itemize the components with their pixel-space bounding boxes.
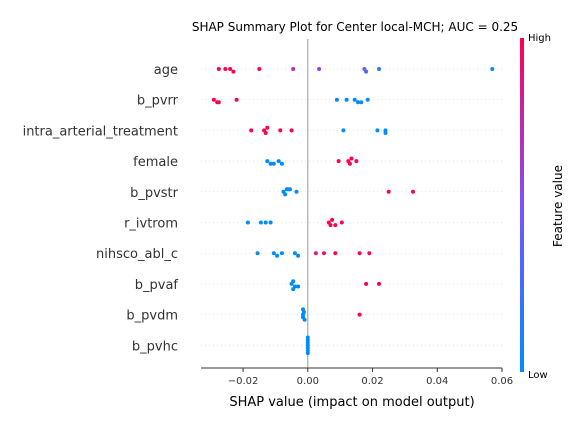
data-point-female-5 bbox=[336, 159, 341, 164]
data-point-b_pvrr-8 bbox=[359, 100, 364, 105]
data-point-b_pvhc-6 bbox=[305, 335, 310, 340]
data-point-b_pvstr-6 bbox=[386, 189, 391, 194]
feature-label-b_pvaf: b_pvaf bbox=[135, 278, 179, 293]
data-point-female-0 bbox=[265, 159, 270, 164]
data-point-female-4 bbox=[279, 161, 284, 166]
data-point-b_pvhc-5 bbox=[305, 351, 310, 356]
data-point-intra_arterial_treatment-6 bbox=[341, 128, 346, 133]
data-point-r_ivtrom-2 bbox=[263, 220, 268, 225]
data-point-nihsco_abl_c-3 bbox=[279, 251, 284, 256]
data-point-r_ivtrom-8 bbox=[339, 220, 344, 225]
colorbar bbox=[520, 38, 524, 372]
x-tick-label-0: −0.02 bbox=[228, 376, 259, 387]
data-point-nihsco_abl_c-0 bbox=[255, 251, 260, 256]
data-point-r_ivtrom-0 bbox=[245, 220, 250, 225]
data-point-nihsco_abl_c-9 bbox=[357, 251, 362, 256]
data-point-age-3 bbox=[231, 69, 236, 74]
data-point-r_ivtrom-5 bbox=[328, 223, 333, 228]
data-point-female-1 bbox=[268, 161, 273, 166]
data-point-nihsco_abl_c-4 bbox=[292, 251, 297, 256]
feature-label-b_pvdm: b_pvdm bbox=[126, 309, 178, 324]
data-point-b_pvaf-5 bbox=[364, 281, 369, 286]
data-point-intra_arterial_treatment-4 bbox=[278, 128, 283, 133]
data-point-b_pvaf-4 bbox=[291, 287, 296, 292]
data-point-b_pvrr-5 bbox=[344, 97, 349, 102]
x-tick-label-1: 0.00 bbox=[297, 376, 319, 387]
data-point-r_ivtrom-6 bbox=[330, 217, 335, 222]
feature-label-nihsco_abl_c: nihsco_abl_c bbox=[96, 247, 178, 262]
colorbar-high-label: High bbox=[528, 33, 551, 44]
feature-label-r_ivtrom: r_ivtrom bbox=[124, 217, 178, 232]
data-point-intra_arterial_treatment-9 bbox=[383, 131, 388, 135]
data-point-female-7 bbox=[347, 161, 352, 166]
data-point-age-10 bbox=[490, 67, 495, 71]
data-point-age-5 bbox=[291, 67, 296, 71]
data-point-b_pvdm-3 bbox=[302, 317, 307, 322]
data-point-age-6 bbox=[317, 67, 322, 71]
data-point-b_pvdm-4 bbox=[301, 307, 305, 312]
x-axis-ticks: −0.02 0.00 0.02 0.04 0.06 bbox=[228, 368, 513, 387]
data-point-intra_arterial_treatment-0 bbox=[249, 128, 254, 133]
feature-label-b_pvstr: b_pvstr bbox=[130, 186, 179, 201]
data-point-b_pvstr-4 bbox=[288, 187, 292, 192]
data-points bbox=[211, 67, 495, 356]
data-point-age-4 bbox=[257, 67, 262, 71]
data-point-nihsco_abl_c-8 bbox=[333, 251, 338, 256]
data-point-b_pvrr-2 bbox=[216, 100, 221, 105]
data-point-female-3 bbox=[276, 159, 281, 164]
data-point-b_pvaf-6 bbox=[377, 281, 381, 286]
data-point-intra_arterial_treatment-2 bbox=[263, 131, 268, 135]
data-point-age-1 bbox=[223, 67, 228, 71]
data-point-nihsco_abl_c-6 bbox=[313, 251, 318, 256]
data-point-intra_arterial_treatment-5 bbox=[289, 128, 294, 133]
data-point-b_pvrr-3 bbox=[234, 97, 239, 102]
data-point-b_pvaf-3 bbox=[291, 279, 296, 284]
data-point-nihsco_abl_c-2 bbox=[275, 253, 280, 258]
data-point-intra_arterial_treatment-7 bbox=[375, 128, 380, 133]
feature-label-intra_arterial_treatment: intra_arterial_treatment bbox=[23, 124, 178, 139]
x-tick-label-3: 0.04 bbox=[426, 376, 448, 387]
x-axis-title: SHAP value (impact on model output) bbox=[229, 395, 474, 410]
data-point-nihsco_abl_c-10 bbox=[367, 251, 372, 256]
data-point-b_pvrr-9 bbox=[365, 97, 370, 102]
colorbar-title: Feature value bbox=[551, 165, 565, 247]
feature-label-female: female bbox=[133, 155, 178, 170]
data-point-female-2 bbox=[271, 161, 276, 166]
feature-label-b_pvhc: b_pvhc bbox=[132, 339, 178, 354]
data-point-r_ivtrom-7 bbox=[333, 223, 338, 228]
data-point-b_pvstr-1 bbox=[283, 192, 288, 197]
x-tick-label-4: 0.06 bbox=[491, 376, 513, 387]
feature-label-b_pvrr: b_pvrr bbox=[137, 94, 179, 109]
data-point-age-0 bbox=[216, 67, 221, 71]
data-point-b_pvrr-0 bbox=[211, 97, 216, 102]
feature-grid-lines bbox=[201, 68, 502, 346]
data-point-age-8 bbox=[364, 69, 369, 74]
x-tick-label-2: 0.02 bbox=[361, 376, 383, 387]
data-point-nihsco_abl_c-7 bbox=[322, 251, 326, 256]
data-point-b_pvstr-5 bbox=[294, 189, 299, 194]
data-point-intra_arterial_treatment-3 bbox=[265, 125, 270, 130]
data-point-age-2 bbox=[228, 67, 233, 71]
data-point-age-9 bbox=[377, 67, 381, 71]
data-point-b_pvaf-2 bbox=[296, 284, 301, 289]
data-point-b_pvstr-7 bbox=[411, 189, 415, 194]
data-point-female-8 bbox=[349, 156, 354, 161]
data-point-r_ivtrom-1 bbox=[258, 220, 263, 225]
data-point-b_pvrr-6 bbox=[352, 97, 357, 102]
feature-label-age: age bbox=[154, 63, 178, 78]
data-point-r_ivtrom-3 bbox=[268, 220, 273, 225]
data-point-b_pvrr-4 bbox=[334, 97, 339, 102]
colorbar-low-label: Low bbox=[528, 370, 548, 381]
data-point-b_pvrr-7 bbox=[356, 100, 360, 105]
data-point-nihsco_abl_c-1 bbox=[271, 251, 276, 256]
chart-title: SHAP Summary Plot for Center local-MCH; … bbox=[192, 20, 518, 34]
data-point-female-9 bbox=[354, 159, 359, 164]
data-point-nihsco_abl_c-5 bbox=[296, 253, 301, 258]
data-point-b_pvdm-5 bbox=[357, 312, 362, 317]
